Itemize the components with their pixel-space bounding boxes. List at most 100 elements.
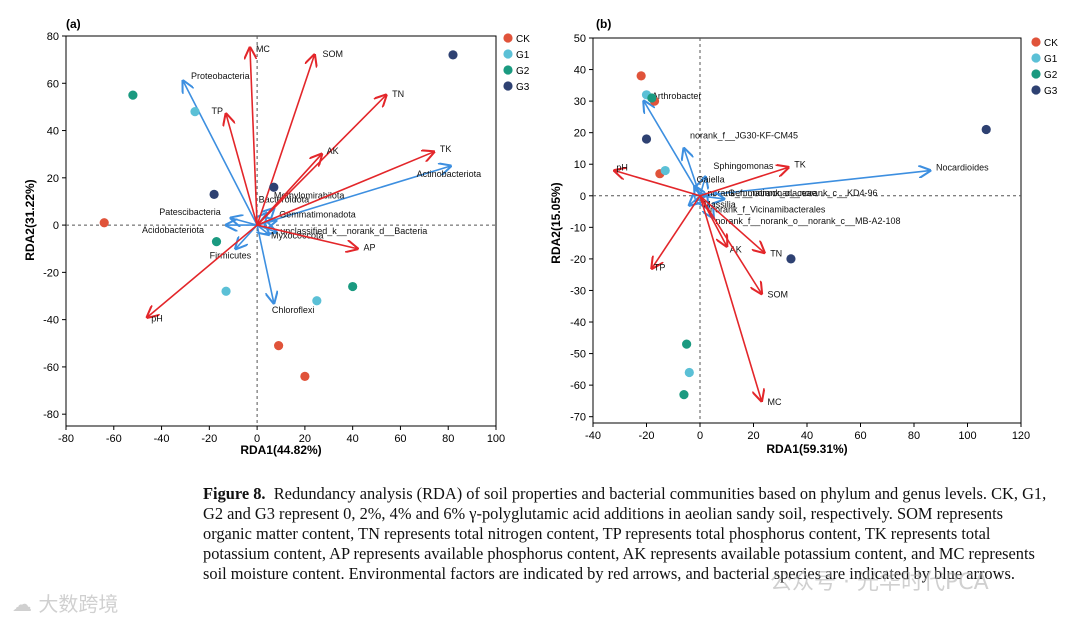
x-axis-label: RDA1(44.82%) (240, 443, 321, 457)
legend-label-g2: G2 (516, 66, 530, 77)
legend-label-g3: G3 (516, 82, 530, 93)
legend-marker-g1 (1031, 53, 1041, 63)
x-tick-label: -40 (585, 430, 601, 442)
x-tick-label: 40 (801, 430, 813, 442)
y-tick-label: -60 (43, 362, 59, 374)
caption-label: Figure 8. (203, 484, 266, 503)
point-g2 (679, 389, 689, 400)
panel-a: -80 -60 -40 -20 0 20 40 60 80 100 -80 -60 -40 -20 0 20 4… (23, 17, 530, 457)
env-label: pH (616, 163, 628, 173)
y-tick-label: -30 (570, 285, 586, 297)
species-label: Nocardioides (936, 163, 989, 173)
species-label: Firmicutes (210, 251, 252, 261)
caption-text: Redundancy analysis (RDA) of soil proper… (203, 484, 1047, 583)
y-tick-label: -50 (570, 349, 586, 361)
y-tick-label: 60 (47, 78, 59, 90)
species-arrow (699, 171, 930, 197)
plot-frame (65, 35, 497, 427)
x-tick-label: 60 (394, 433, 406, 445)
species-label: Gemmatimonadaceae (728, 188, 817, 198)
x-tick-label: 20 (747, 430, 759, 442)
species-label: unclassified_k__norank_d__Bacteria (280, 226, 427, 236)
env-arrow (699, 195, 764, 253)
watermark-right-text: 公众号 · 光华时代PCA (770, 570, 989, 595)
env-label: SOM (322, 49, 343, 59)
x-tick-label: 100 (958, 430, 976, 442)
species-label: norank_f__JG30-KF-CM45 (690, 130, 798, 140)
x-tick-label: -80 (58, 433, 74, 445)
env-label: TK (440, 144, 452, 154)
x-tick-label: 80 (908, 430, 920, 442)
legend-label-ck: CK (1044, 38, 1058, 49)
point-g3 (209, 189, 219, 199)
y-tick-label: -70 (570, 412, 586, 424)
y-tick-label: -40 (43, 315, 59, 327)
legend-marker-g3 (503, 81, 513, 91)
y-tick-label: 40 (574, 65, 586, 77)
species-label: norank_f__norank_o__norank_c__KD4-96 (707, 188, 877, 198)
species-label: norank_f__norank_o__norank_c__MB-A2-108 (715, 216, 900, 226)
legend-marker-g3 (1031, 85, 1041, 95)
rda-figure: -80 -60 -40 -20 0 20 40 60 80 100-80-60-40-200204… (23, 17, 1058, 457)
y-tick-label: -10 (570, 222, 586, 234)
env-arrow (226, 114, 258, 226)
legend-label-g1: G1 (1044, 54, 1058, 65)
x-tick-label: -60 (106, 433, 122, 445)
env-label: SOM (768, 290, 789, 300)
point-g2 (128, 90, 138, 100)
env-label: TP (212, 106, 224, 116)
species-label: Patescibacteria (159, 207, 221, 217)
legend-marker-ck (503, 33, 513, 43)
species-label: Bacteroidota (259, 194, 310, 204)
point-g1 (221, 286, 231, 296)
env-arrow (256, 55, 314, 226)
legend-label-g1: G1 (516, 50, 530, 61)
figure-caption: Figure 8. Redundancy analysis (RDA) of s… (203, 484, 1053, 584)
species-label: Gaiella (697, 174, 725, 184)
y-tick-label: 80 (47, 31, 59, 43)
legend-label-g2: G2 (1044, 70, 1058, 81)
point-g3 (786, 254, 796, 264)
env-arrow (147, 224, 258, 317)
y-tick-label: -20 (570, 254, 586, 266)
point-g3 (269, 182, 279, 192)
y-tick-label: 40 (47, 126, 59, 138)
species-label: Proteobacteria (191, 71, 250, 81)
panel-label: (a) (66, 17, 81, 31)
x-tick-label: 80 (442, 433, 454, 445)
y-tick-label: 10 (574, 159, 586, 171)
species-label: Myxococcota (271, 231, 324, 241)
species-label: Gemmatimonadota (279, 209, 356, 219)
x-tick-label: 0 (697, 430, 703, 442)
legend-label-ck: CK (516, 34, 530, 45)
species-label: Arthrobacter (652, 91, 702, 101)
y-tick-label: 0 (580, 191, 586, 203)
y-tick-label: -40 (570, 317, 586, 329)
legend-marker-g2 (503, 65, 513, 75)
env-label: TN (770, 249, 782, 259)
watermark-logo-icon: ☁ (12, 592, 32, 616)
env-arrow (699, 167, 788, 197)
env-arrow (256, 152, 434, 226)
legend-marker-ck (1031, 37, 1041, 47)
env-label: AP (363, 243, 375, 253)
env-arrow (699, 195, 762, 401)
y-axis-label: RDA2(31.22%) (23, 179, 37, 260)
species-arrow (257, 225, 269, 234)
point-ck (300, 371, 310, 381)
point-g1 (312, 296, 322, 306)
point-g3 (641, 134, 652, 144)
env-label: TN (392, 89, 404, 99)
y-tick-label: 50 (574, 33, 586, 45)
point-g1 (684, 367, 694, 378)
legend-label-g3: G3 (1044, 86, 1058, 97)
point-g3 (448, 50, 458, 60)
x-tick-label: 100 (487, 433, 505, 445)
species-label: norank_f_Vicinamibacterales (710, 204, 826, 214)
y-tick-label: 20 (574, 128, 586, 140)
species-arrow (256, 224, 274, 303)
y-tick-label: -60 (570, 380, 586, 392)
x-axis-label: RDA1(59.31%) (766, 442, 847, 456)
x-tick-label: 40 (347, 433, 359, 445)
env-label: AK (327, 146, 339, 156)
